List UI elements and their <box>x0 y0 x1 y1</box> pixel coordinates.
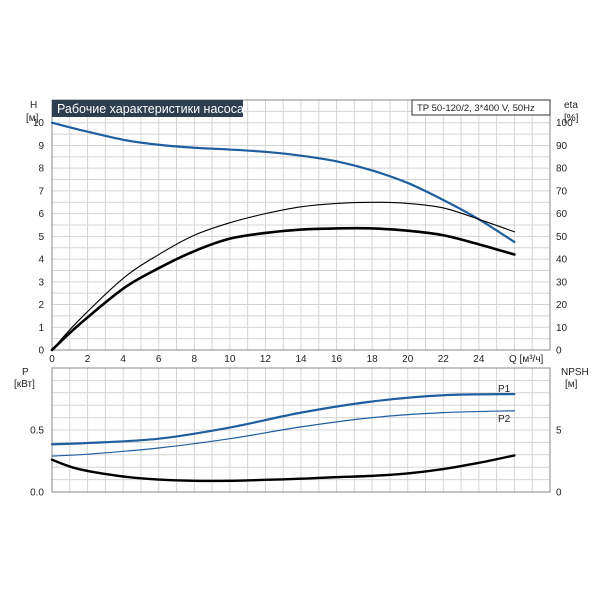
flow-tick-labels: 0 2 4 6 8 10 12 14 16 18 20 22 24 <box>49 354 485 365</box>
eta-tick-label: 90 <box>556 141 568 152</box>
eta-axis-label: eta <box>564 100 578 111</box>
head-plot-frame <box>51 99 551 351</box>
eta-tick-labels: 0 10 20 30 40 50 60 70 80 90 100 <box>556 118 573 356</box>
chart-title-background <box>52 100 243 117</box>
head-tick-label: 7 <box>38 186 44 197</box>
flow-axis-label: Q [м³/ч] <box>509 354 544 365</box>
power-grid <box>51 367 551 493</box>
eta-tick-label: 80 <box>556 164 568 175</box>
head-tick-label: 2 <box>38 300 44 311</box>
power-tick-label: 0.0 <box>30 488 44 499</box>
head-tick-labels: 0 1 2 3 4 5 6 7 8 9 10 <box>33 118 45 356</box>
eta-tick-label: 100 <box>556 118 573 129</box>
power-axis-label: P <box>22 367 29 378</box>
head-tick-label: 3 <box>38 277 44 288</box>
series-label-p1: P1 <box>498 384 511 395</box>
x-tick-label: 14 <box>295 354 307 365</box>
pump-model-label: TP 50-120/2, 3*400 V, 50Hz <box>417 103 535 114</box>
head-tick-label: 5 <box>38 232 44 243</box>
power-npsh-chart: 0.00.5 05 P [кВт] NPSH [м] P1 P2 <box>14 367 589 499</box>
npsh-axis-label: NPSH <box>561 367 589 378</box>
head-tick-label: 8 <box>38 164 44 175</box>
power-axis-unit: [кВт] <box>14 379 35 390</box>
power-p2-curve <box>51 410 516 457</box>
efficiency-curve-thick <box>50 226 516 352</box>
x-tick-label: 6 <box>156 354 162 365</box>
eta-tick-label: 10 <box>556 323 568 334</box>
head-tick-label: 9 <box>38 141 44 152</box>
head-efficiency-series <box>50 121 516 352</box>
npsh-axis-unit: [м] <box>565 379 578 390</box>
head-tick-label: 4 <box>38 255 44 266</box>
power-tick-labels: 0.0 0.5 <box>30 426 44 499</box>
head-tick-label: 1 <box>38 323 44 334</box>
chart-title: Рабочие характеристики насоса <box>57 102 244 116</box>
eta-tick-label: 60 <box>556 209 568 220</box>
x-tick-label: 8 <box>192 354 198 365</box>
x-tick-label: 0 <box>49 354 55 365</box>
eta-tick-label: 30 <box>556 277 568 288</box>
efficiency-curve-thin <box>51 201 515 351</box>
x-tick-label: 20 <box>402 354 414 365</box>
x-tick-label: 2 <box>85 354 91 365</box>
head-curve <box>50 121 516 244</box>
npsh-curve <box>50 454 516 483</box>
head-axis-label: H <box>30 100 37 111</box>
series-label-p2: P2 <box>498 414 511 425</box>
npsh-tick-label: 0 <box>556 488 562 499</box>
head-axis-unit: [м] <box>26 113 39 124</box>
eta-tick-label: 70 <box>556 186 568 197</box>
x-tick-label: 16 <box>331 354 343 365</box>
x-tick-label: 4 <box>120 354 126 365</box>
head-tick-label: 6 <box>38 209 44 220</box>
x-tick-label: 24 <box>473 354 485 365</box>
x-tick-label: 10 <box>224 354 236 365</box>
power-plot-frame <box>51 367 551 493</box>
power-tick-label: 0.5 <box>30 426 44 437</box>
eta-tick-label: 50 <box>556 232 568 243</box>
pump-model-box <box>411 99 551 116</box>
eta-tick-label: 40 <box>556 255 568 266</box>
x-tick-label: 18 <box>367 354 379 365</box>
eta-tick-label: 20 <box>556 300 568 311</box>
head-tick-label: 10 <box>33 118 45 129</box>
power-p1-curve <box>50 392 516 446</box>
power-npsh-series <box>50 392 516 483</box>
npsh-tick-labels: 05 <box>556 426 562 499</box>
x-tick-label: 22 <box>438 354 450 365</box>
eta-tick-label: 0 <box>556 346 562 357</box>
eta-axis-unit: [%] <box>564 113 579 124</box>
x-tick-label: 12 <box>260 354 272 365</box>
head-tick-label: 0 <box>38 346 44 357</box>
npsh-tick-label: 5 <box>556 426 562 437</box>
